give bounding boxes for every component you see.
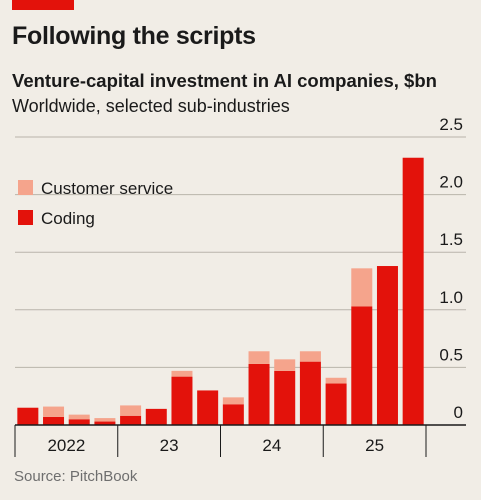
y-tick-label: 0.5 [439, 345, 463, 364]
bar-coding [145, 408, 167, 425]
chart-subtitle: Venture-capital investment in AI compani… [12, 70, 437, 91]
y-tick-label: 2.5 [439, 115, 463, 134]
bar-customer-service [274, 359, 296, 371]
bar-coding [274, 370, 296, 425]
bar-customer-service [43, 406, 65, 417]
bar-coding [68, 419, 90, 425]
bar-coding [17, 407, 39, 425]
legend-label: Coding [41, 209, 95, 228]
bar-coding [248, 363, 270, 425]
bar-customer-service [351, 268, 373, 307]
x-tick-label: 25 [365, 436, 384, 455]
bar-coding [171, 376, 193, 425]
bar-coding [197, 390, 219, 425]
bar-customer-service [248, 351, 270, 364]
legend-label: Customer service [41, 179, 173, 198]
bar-customer-service [222, 397, 244, 405]
x-tick-label: 23 [160, 436, 179, 455]
bar-coding [325, 383, 347, 425]
bar-coding [351, 306, 373, 425]
bar-coding [94, 421, 116, 425]
bar-coding [43, 416, 65, 425]
brand-bar [12, 0, 74, 10]
bar-coding [299, 361, 321, 425]
bar-coding [222, 404, 244, 425]
bar-customer-service [94, 418, 116, 422]
bar-coding [402, 157, 424, 425]
bar-customer-service [325, 377, 347, 384]
y-tick-label: 1.5 [439, 230, 463, 249]
legend-swatch [18, 210, 33, 225]
bar-customer-service [120, 405, 142, 416]
bar-customer-service [171, 370, 193, 377]
y-tick-label: 1.0 [439, 288, 463, 307]
x-tick-label: 2022 [47, 436, 85, 455]
bar-coding [120, 415, 142, 425]
chart-note: Worldwide, selected sub-industries [12, 96, 290, 116]
x-tick-label: 24 [262, 436, 281, 455]
y-tick-label: 2.0 [439, 173, 463, 192]
bar-coding [376, 266, 398, 425]
bar-customer-service [68, 414, 90, 420]
bar-customer-service [299, 351, 321, 362]
legend-swatch [18, 180, 33, 195]
chart-title: Following the scripts [12, 22, 256, 50]
y-tick-label: 0 [454, 403, 463, 422]
source-note: Source: PitchBook [14, 468, 138, 485]
